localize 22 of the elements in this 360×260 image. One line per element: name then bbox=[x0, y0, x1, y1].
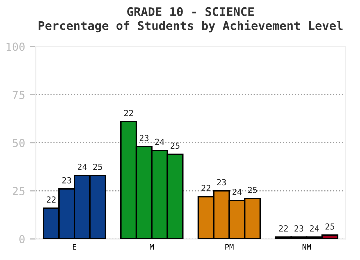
text: 22 bbox=[202, 185, 211, 192]
series-label: 22 bbox=[47, 196, 56, 203]
series-label: 23 bbox=[62, 177, 72, 184]
series-label: 25 bbox=[248, 187, 258, 194]
y-tick-label: 0 bbox=[20, 235, 25, 244]
series-label: 24 bbox=[155, 138, 164, 146]
text: 24 bbox=[78, 164, 88, 170]
text: 25 bbox=[94, 164, 102, 170]
y-tick-label: 50 bbox=[12, 139, 25, 148]
chart-title: GRADE 10 - SCIENCE Percentage of Students by Achievement Level bbox=[38, 7, 343, 33]
text: 25 bbox=[326, 224, 334, 230]
text: 23 bbox=[217, 179, 226, 186]
text: 24 bbox=[310, 226, 320, 232]
text: 23 bbox=[140, 135, 149, 142]
text: 25 bbox=[170, 142, 180, 150]
text: 22 bbox=[124, 110, 134, 116]
text: 24 bbox=[232, 188, 242, 196]
text: 22 bbox=[279, 226, 288, 232]
y-tick-label: 25 bbox=[13, 187, 25, 196]
text: 23 bbox=[294, 226, 304, 232]
y-tick-label: 75 bbox=[12, 91, 25, 100]
y-tick-label: 100 bbox=[6, 42, 25, 52]
